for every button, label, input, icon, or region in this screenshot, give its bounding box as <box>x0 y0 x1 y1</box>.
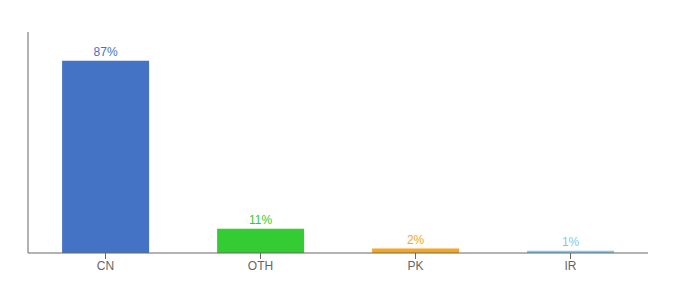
svg-text:87%: 87% <box>94 45 118 59</box>
svg-text:2%: 2% <box>407 233 425 247</box>
svg-text:IR: IR <box>565 259 577 273</box>
svg-text:CN: CN <box>97 259 114 273</box>
svg-text:1%: 1% <box>562 235 580 249</box>
svg-text:PK: PK <box>407 259 423 273</box>
svg-text:OTH: OTH <box>248 259 273 273</box>
svg-text:11%: 11% <box>249 213 272 227</box>
